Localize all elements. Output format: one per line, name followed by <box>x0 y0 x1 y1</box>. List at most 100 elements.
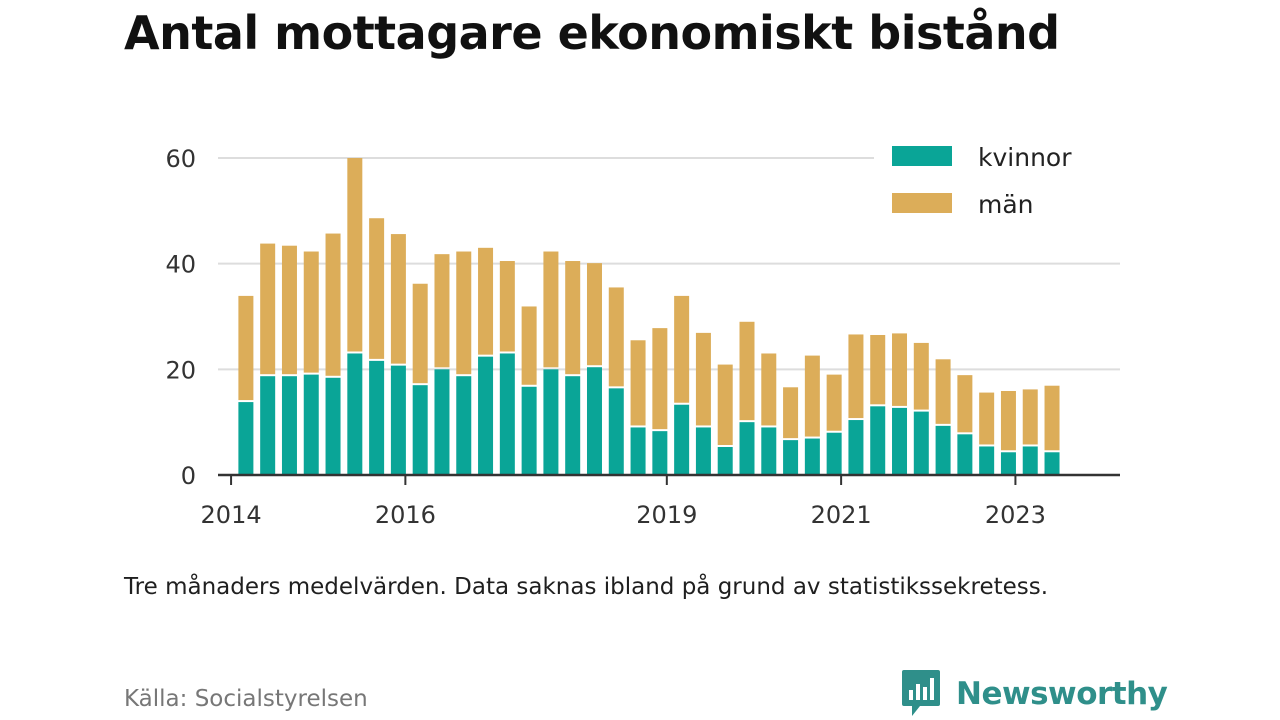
bar-kvinnor <box>848 420 864 475</box>
bar-kvinnor <box>369 360 385 475</box>
bar-kvinnor <box>957 434 973 475</box>
bar-man <box>935 359 951 424</box>
stacked-bar-chart: 0 20 40 60 2014 2016 2019 2021 2023 kvinnor män <box>165 133 1120 529</box>
x-tick-label: 2021 <box>811 501 872 529</box>
bar-kvinnor <box>608 388 624 475</box>
bar-man <box>652 328 668 430</box>
bar-kvinnor <box>630 427 646 475</box>
bar-kvinnor <box>695 427 711 475</box>
y-tick-label: 20 <box>165 356 196 384</box>
x-tick-label: 2023 <box>985 501 1046 529</box>
bar-kvinnor <box>347 353 363 475</box>
brand-name: Newsworthy <box>956 676 1168 712</box>
brand-logo: Newsworthy <box>900 668 1168 720</box>
bar-kvinnor <box>761 427 777 475</box>
bar-kvinnor <box>935 425 951 475</box>
x-tick-label: 2014 <box>201 501 262 529</box>
bar-man <box>608 287 624 387</box>
bar-kvinnor <box>499 353 515 475</box>
bar-man <box>783 387 799 439</box>
chart-note: Tre månaders medelvärden. Data saknas ib… <box>124 574 1049 600</box>
legend-label-kvinnor: kvinnor <box>978 143 1072 172</box>
bar-man <box>412 283 428 384</box>
bar-kvinnor <box>652 431 668 475</box>
x-tick-label: 2016 <box>375 501 436 529</box>
y-tick-label: 40 <box>165 251 196 279</box>
bar-man <box>260 243 276 375</box>
newsworthy-logo-icon <box>902 670 940 716</box>
bar-man <box>543 251 559 368</box>
legend-swatch-man <box>892 193 952 213</box>
bar-man <box>674 295 690 403</box>
bar-man <box>390 234 406 364</box>
bars <box>238 158 1060 475</box>
bar-kvinnor <box>303 374 319 475</box>
bar-kvinnor <box>390 365 406 475</box>
bar-kvinnor <box>892 407 908 475</box>
bar-man <box>739 321 755 421</box>
bar-kvinnor <box>783 440 799 475</box>
bar-man <box>695 332 711 426</box>
y-axis-tick-labels: 0 20 40 60 <box>165 145 196 490</box>
bar-kvinnor <box>826 432 842 475</box>
bar-man <box>870 334 886 405</box>
bar-man <box>499 261 515 352</box>
bar-man <box>521 306 537 385</box>
legend-swatch-kvinnor <box>892 146 952 166</box>
bar-man <box>478 247 494 355</box>
bar-kvinnor <box>979 446 995 475</box>
x-axis: 2014 2016 2019 2021 2023 <box>201 473 1120 529</box>
bar-man <box>957 375 973 433</box>
bar-kvinnor <box>586 367 602 475</box>
bar-man <box>434 254 450 368</box>
bar-man <box>1044 385 1060 451</box>
bar-man <box>238 295 254 401</box>
bar-kvinnor <box>717 446 733 475</box>
bar-man <box>586 263 602 366</box>
source-credit: Källa: Socialstyrelsen <box>124 686 368 712</box>
bar-man <box>565 261 581 375</box>
bar-kvinnor <box>870 406 886 475</box>
bar-kvinnor <box>238 402 254 475</box>
bar-man <box>761 353 777 426</box>
bar-man <box>325 233 341 376</box>
bar-man <box>848 334 864 419</box>
bar-kvinnor <box>260 376 276 475</box>
bar-man <box>369 218 385 359</box>
bar-man <box>281 245 297 375</box>
bar-kvinnor <box>434 369 450 475</box>
bar-man <box>892 333 908 406</box>
bar-kvinnor <box>1044 452 1060 475</box>
bar-man <box>456 251 472 375</box>
y-tick-label: 60 <box>165 145 196 173</box>
bar-kvinnor <box>521 386 537 475</box>
bar-kvinnor <box>739 422 755 475</box>
legend-label-man: män <box>978 190 1034 219</box>
bar-man <box>1000 390 1016 451</box>
bar-kvinnor <box>543 369 559 475</box>
chart-title: Antal mottagare ekonomiskt bistånd <box>124 6 1060 60</box>
bar-man <box>303 251 319 373</box>
bar-kvinnor <box>565 376 581 475</box>
bar-kvinnor <box>478 356 494 475</box>
bar-kvinnor <box>456 376 472 475</box>
bar-man <box>804 355 820 437</box>
bar-kvinnor <box>412 385 428 475</box>
y-tick-label: 0 <box>181 462 196 490</box>
bar-man <box>717 364 733 445</box>
x-tick-label: 2019 <box>636 501 697 529</box>
bar-kvinnor <box>325 377 341 475</box>
bar-kvinnor <box>1022 446 1038 475</box>
bar-kvinnor <box>674 404 690 475</box>
bar-kvinnor <box>281 376 297 475</box>
bar-kvinnor <box>1000 452 1016 475</box>
bar-kvinnor <box>804 438 820 475</box>
bar-man <box>826 374 842 431</box>
bar-man <box>979 392 995 445</box>
bar-man <box>913 342 929 410</box>
bar-man <box>630 340 646 426</box>
bar-man <box>1022 389 1038 445</box>
bar-man <box>347 158 363 352</box>
legend: kvinnor män <box>874 133 1120 227</box>
bar-kvinnor <box>913 411 929 475</box>
